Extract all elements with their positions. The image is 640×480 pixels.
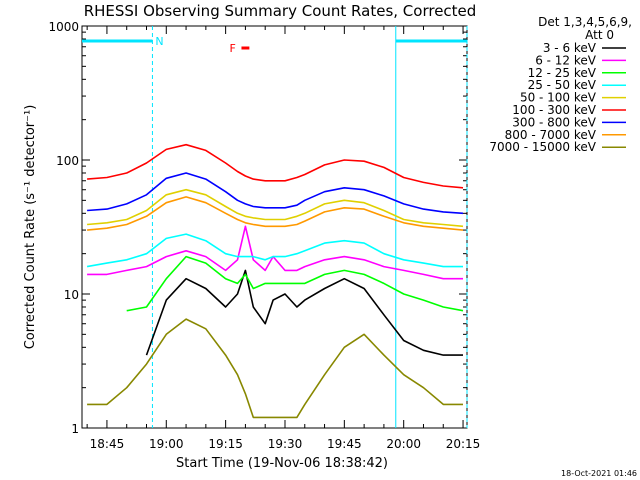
x-tick-label: 19:00 <box>149 437 184 451</box>
x-tick-label: 19:15 <box>208 437 243 451</box>
legend-label: 50 - 100 keV <box>520 91 597 105</box>
legend-label: 3 - 6 keV <box>543 41 597 55</box>
night-boundary-lines <box>151 26 468 428</box>
series-line <box>87 318 463 419</box>
legend-header-line-2: Att 0 <box>585 28 614 42</box>
plot-frame <box>81 25 468 429</box>
legend-label: 7000 - 15000 keV <box>489 140 596 154</box>
y-tick-label: 10 <box>64 288 79 302</box>
legend-label: 100 - 300 keV <box>512 103 596 117</box>
series-line <box>145 269 463 356</box>
x-tick-label: 18:45 <box>90 437 125 451</box>
series-line <box>87 143 464 189</box>
y-tick-label: 1 <box>71 422 79 436</box>
chart-title: RHESSI Observing Summary Count Rates, Co… <box>84 2 477 20</box>
series-line <box>87 172 464 215</box>
x-tick-label: 19:45 <box>327 437 362 451</box>
flag-bars: NF <box>82 35 467 55</box>
legend-label: 300 - 800 keV <box>512 115 596 129</box>
y-tick-label: 1000 <box>48 20 79 34</box>
x-axis-ticks: 18:45 19:00 19:15 19:30 19:45 20:00 20:15 <box>86 26 481 451</box>
x-tick-label: 20:00 <box>386 437 421 451</box>
series-line <box>87 188 464 228</box>
x-tick-label: 19:30 <box>268 437 303 451</box>
series-line <box>86 233 463 268</box>
legend-label: 12 - 25 keV <box>528 66 597 80</box>
y-axis-ticks: 1 10 100 1000 <box>48 20 467 436</box>
legend-label: 800 - 7000 keV <box>505 128 597 142</box>
series-line <box>87 196 464 231</box>
x-tick-label: 20:15 <box>446 437 481 451</box>
flag-label: F <box>229 42 235 55</box>
series-line <box>87 225 463 280</box>
footer-timestamp: 18-Oct-2021 01:46 <box>561 469 637 478</box>
x-axis-label: Start Time (19-Nov-06 18:38:42) <box>176 456 388 471</box>
series-line <box>126 255 464 312</box>
y-tick-label: 100 <box>56 154 79 168</box>
legend-header-line-1: Det 1,3,4,5,6,9, <box>538 15 632 29</box>
legend-label: 25 - 50 keV <box>528 78 597 92</box>
y-axis-label: Corrected Count Rate (s⁻¹ detector⁻¹) <box>23 105 38 350</box>
series-lines <box>86 143 464 419</box>
legend-label: 6 - 12 keV <box>535 53 597 67</box>
flag-label: N <box>155 35 163 48</box>
